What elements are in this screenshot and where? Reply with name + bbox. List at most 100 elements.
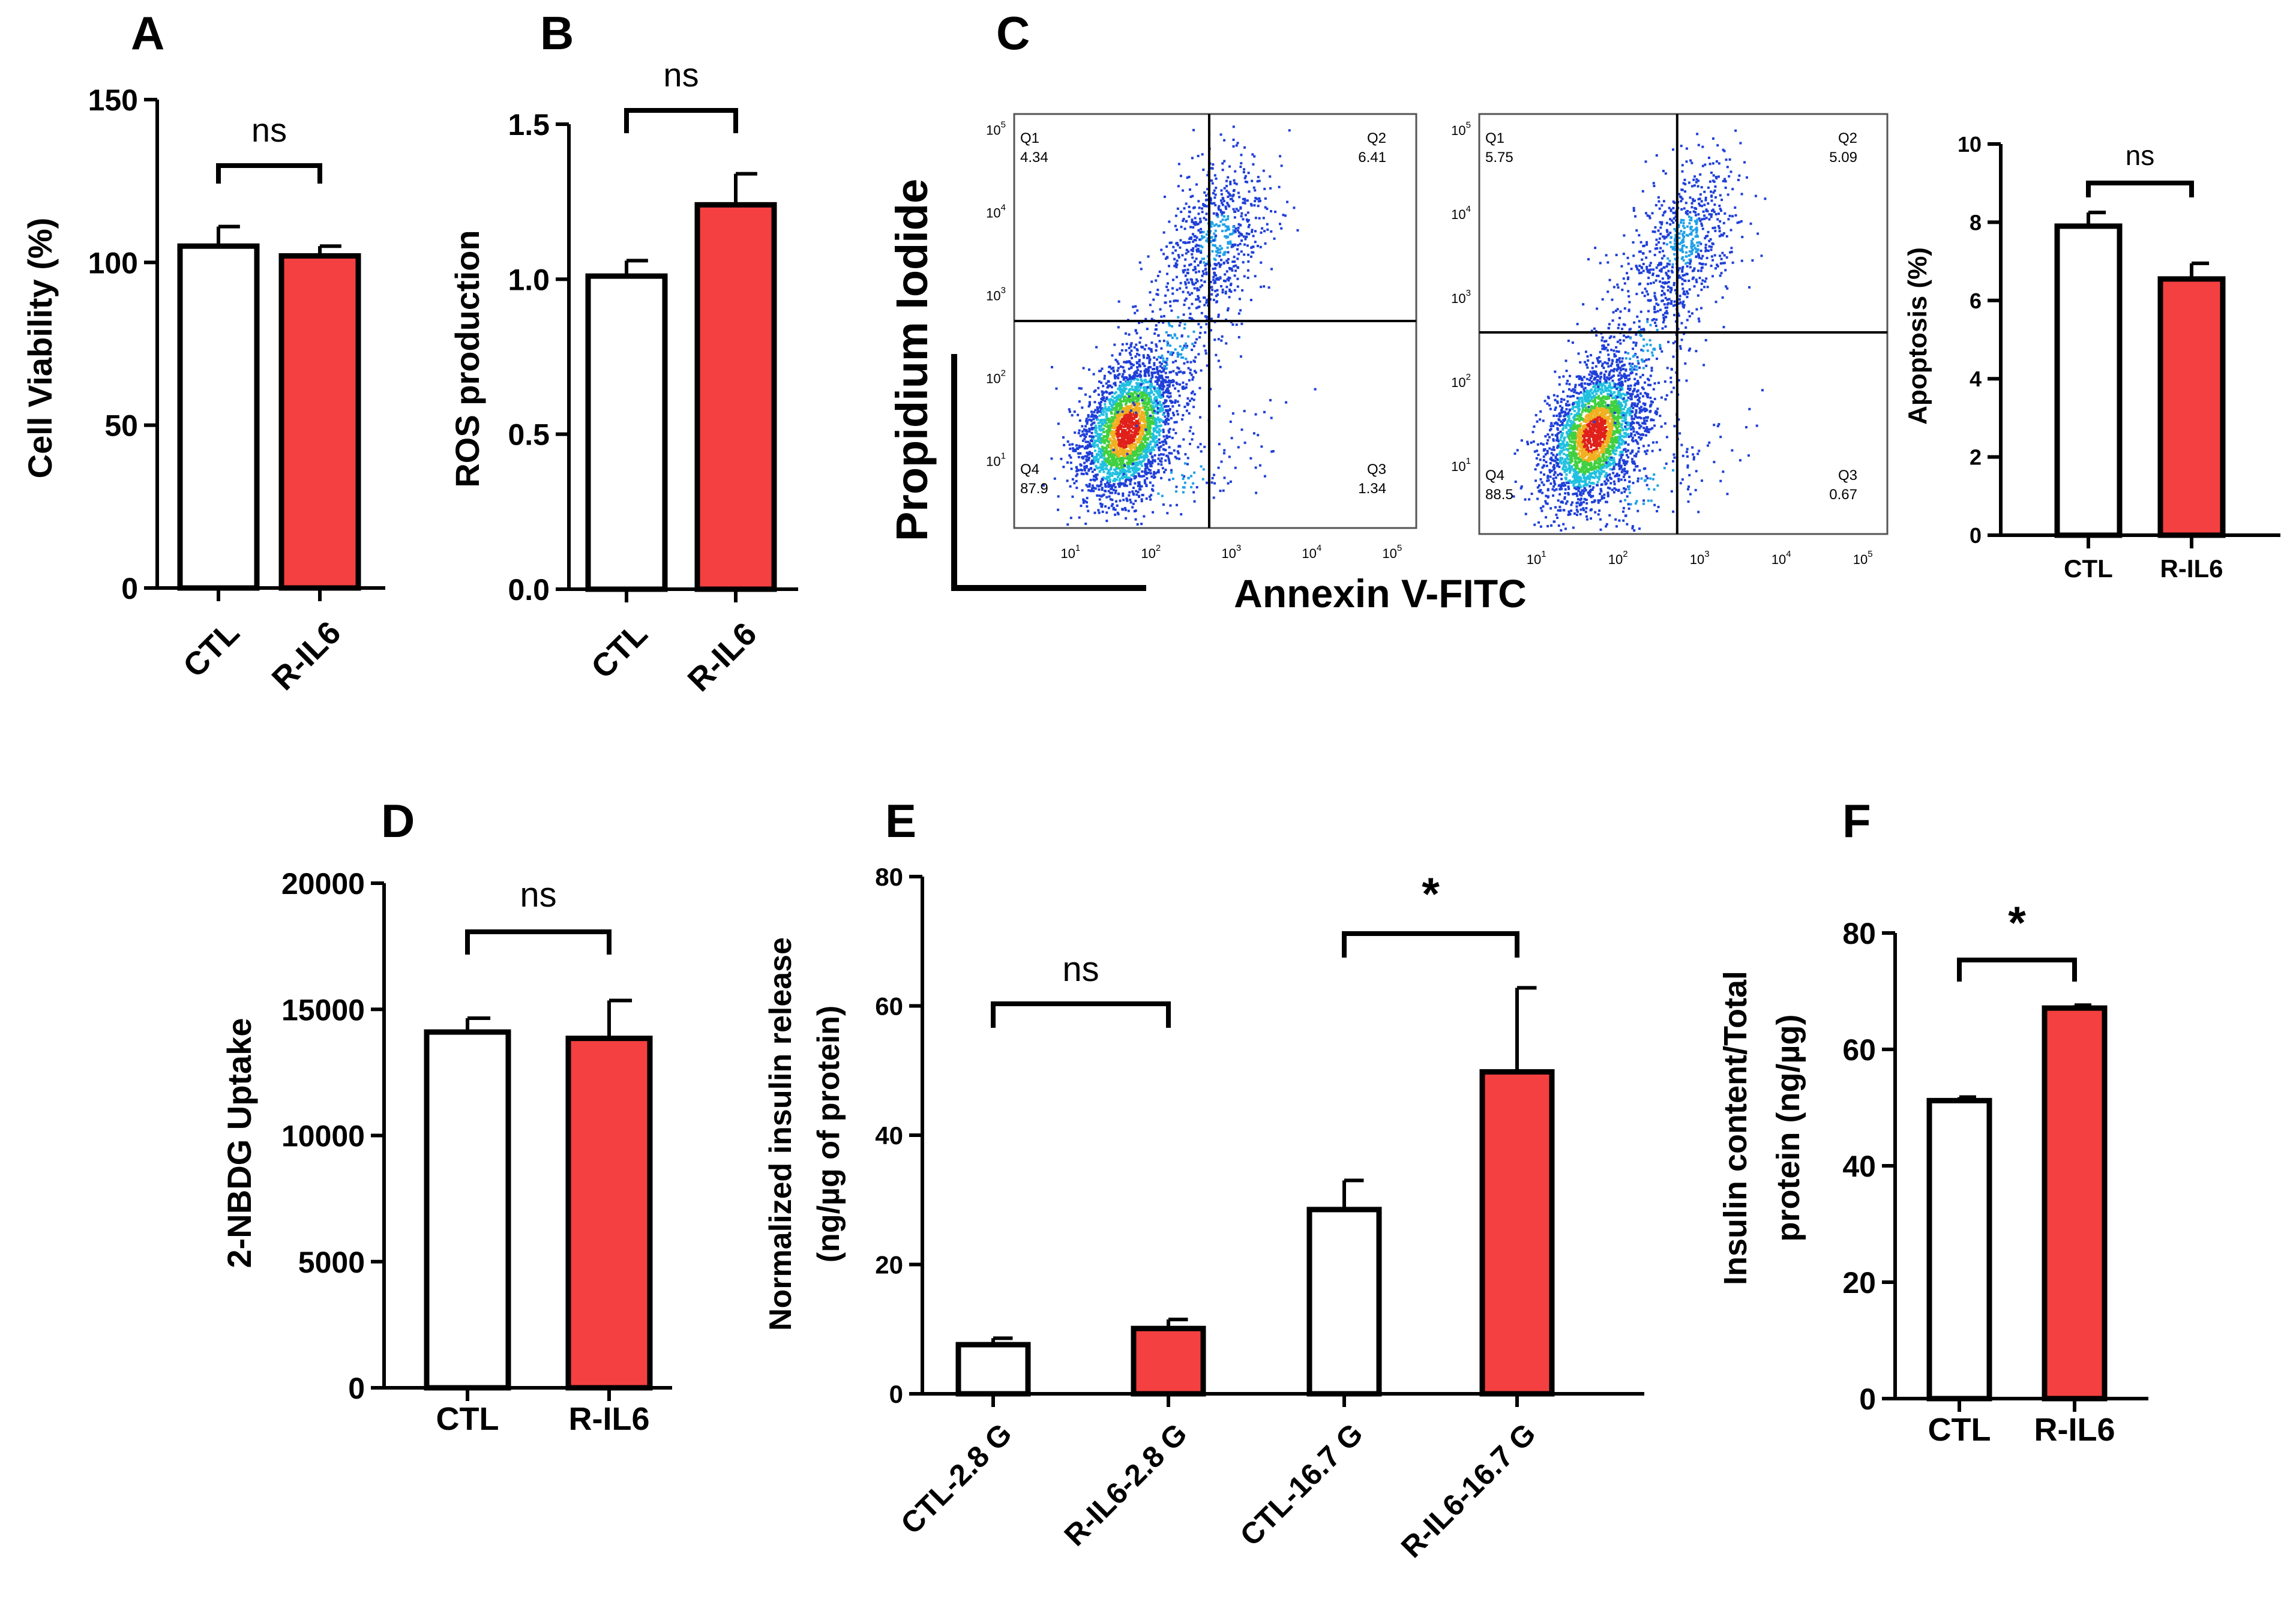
dot: [1126, 436, 1129, 439]
dot: [1088, 418, 1091, 421]
dot: [1223, 449, 1226, 452]
dot: [1218, 404, 1221, 407]
dot: [1552, 473, 1555, 476]
dot: [1089, 490, 1092, 493]
dot: [1101, 487, 1104, 490]
dot: [1266, 228, 1269, 231]
dot: [1135, 343, 1138, 346]
dot: [1121, 434, 1124, 437]
dot: [1209, 388, 1212, 391]
dot: [1116, 441, 1119, 444]
dot: [1166, 282, 1169, 285]
dot: [1125, 380, 1128, 383]
dot: [1605, 436, 1608, 439]
dot: [1219, 365, 1222, 368]
dot: [1097, 458, 1100, 461]
dot: [1227, 217, 1230, 220]
dot: [1089, 395, 1092, 398]
dot: [1180, 335, 1183, 338]
dot: [1125, 484, 1128, 487]
dot: [1192, 226, 1195, 229]
dot: [1110, 487, 1113, 490]
dot: [1128, 459, 1131, 462]
dot: [1638, 424, 1641, 427]
dot: [1144, 394, 1147, 397]
dot: [1624, 448, 1627, 451]
dot: [1639, 376, 1642, 379]
dot: [1063, 443, 1066, 446]
quadrant-value: 87.9: [1020, 481, 1048, 497]
dot: [1177, 163, 1180, 166]
dot: [1140, 460, 1143, 463]
dot: [1152, 437, 1155, 440]
dot: [1213, 174, 1216, 177]
dot: [1123, 423, 1126, 426]
dot: [1573, 493, 1576, 496]
dot: [1082, 455, 1085, 458]
dot: [1155, 343, 1158, 346]
dot: [1179, 370, 1182, 373]
dot: [1122, 459, 1125, 462]
dot: [1126, 455, 1129, 458]
y-axis-label: (ng/µg of protein): [811, 1006, 846, 1263]
dot: [1220, 193, 1223, 196]
dot: [1215, 223, 1218, 226]
dot: [1224, 218, 1227, 221]
dot: [1162, 412, 1165, 415]
dot: [1107, 506, 1110, 509]
dot: [1628, 427, 1631, 430]
dot: [1119, 398, 1122, 401]
dot: [1593, 395, 1596, 398]
dot: [1163, 405, 1166, 408]
dot: [1617, 358, 1620, 361]
dot: [1134, 413, 1137, 416]
dot: [1145, 419, 1148, 422]
dot: [1608, 358, 1611, 361]
dot: [1599, 488, 1602, 491]
dot: [1556, 438, 1559, 441]
dot: [1132, 452, 1135, 455]
dot: [1565, 448, 1568, 451]
dot: [1169, 353, 1172, 356]
dot: [1558, 505, 1561, 508]
dot: [1553, 520, 1556, 523]
dot: [1219, 199, 1222, 202]
dot: [1088, 430, 1091, 433]
dot: [1240, 250, 1243, 253]
dot: [1130, 394, 1133, 397]
dot: [1193, 260, 1196, 263]
dot: [1149, 481, 1152, 484]
dot: [1135, 457, 1138, 460]
dot: [1180, 226, 1183, 229]
dot: [1140, 378, 1143, 381]
flow-frame: [1478, 113, 1889, 535]
dot: [1124, 395, 1127, 398]
dot: [1609, 433, 1612, 436]
dot: [1251, 230, 1254, 233]
dot: [1174, 224, 1177, 227]
dot: [1561, 467, 1564, 470]
dot: [1116, 402, 1119, 405]
y-tick-label: 6: [1970, 289, 1982, 313]
dot: [1625, 462, 1628, 465]
dot: [1160, 383, 1163, 386]
dot: [1057, 422, 1060, 425]
dot: [1205, 194, 1208, 197]
dot: [1077, 413, 1080, 416]
dot: [1236, 257, 1239, 260]
dot: [1130, 438, 1133, 441]
dot: [1147, 401, 1150, 404]
dot: [1085, 460, 1088, 463]
dot: [1146, 463, 1149, 466]
dot: [1130, 454, 1133, 457]
dot: [1593, 470, 1596, 473]
dot: [1174, 387, 1177, 390]
dot: [1100, 381, 1103, 384]
dot: [1133, 446, 1136, 449]
dot: [1142, 382, 1145, 385]
dot: [1623, 448, 1626, 451]
dot: [1147, 458, 1150, 461]
dot: [1113, 443, 1116, 446]
dot: [1135, 397, 1138, 400]
dot: [1258, 199, 1261, 202]
